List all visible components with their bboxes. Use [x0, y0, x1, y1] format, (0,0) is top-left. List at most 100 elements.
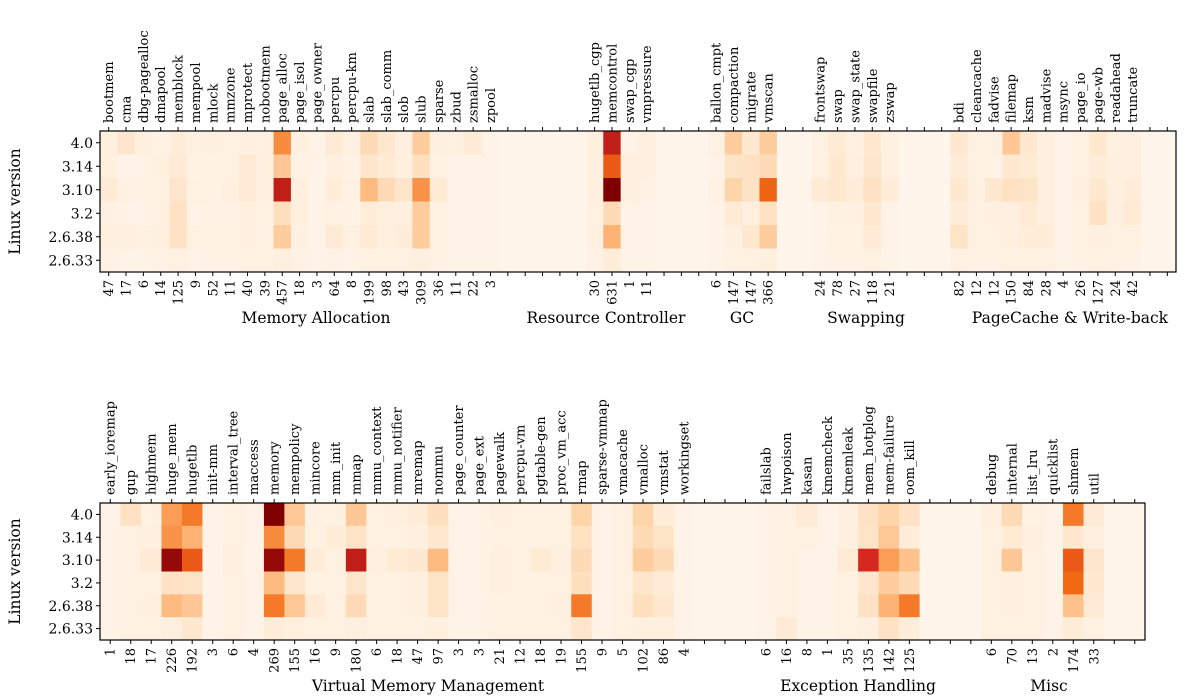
heatmap-cell — [916, 131, 934, 155]
heatmap-cell — [161, 503, 182, 526]
heatmap-cell — [264, 503, 285, 526]
category-label: migrate — [744, 71, 759, 123]
heatmap-cell — [794, 178, 812, 202]
heatmap-cell — [499, 202, 517, 226]
total-label: 82 — [953, 280, 968, 297]
heatmap-cell — [447, 131, 465, 155]
heatmap-cell — [735, 594, 756, 617]
heatmap-cell — [308, 202, 326, 226]
heatmap-cell — [1002, 572, 1023, 595]
heatmap-cell — [360, 202, 378, 226]
heatmap-cell — [1002, 526, 1023, 549]
heatmap-cell — [777, 202, 795, 226]
heatmap-cell — [612, 572, 633, 595]
heatmap-cell — [817, 572, 838, 595]
heatmap-cell — [187, 249, 205, 273]
category-label: percpu-km — [345, 52, 360, 123]
heatmap-cell — [586, 249, 604, 273]
heatmap-cell — [308, 178, 326, 202]
heatmap-cell — [447, 178, 465, 202]
heatmap-cell — [1002, 225, 1020, 249]
category-label: nommu — [432, 446, 447, 495]
heatmap-cell — [638, 131, 656, 155]
heatmap-cell — [182, 572, 203, 595]
heatmap-cell — [673, 249, 691, 273]
category-label: vmpressure — [640, 45, 655, 124]
heatmap-cell — [530, 594, 551, 617]
heatmap-cell — [653, 594, 674, 617]
total-label: 9 — [596, 648, 611, 656]
heatmap-cell — [1125, 617, 1146, 640]
heatmap-cell — [812, 131, 830, 155]
total-label: 64 — [328, 280, 343, 297]
heatmap-cell — [612, 526, 633, 549]
heatmap-cell — [100, 202, 118, 226]
total-label: 135 — [862, 648, 877, 673]
total-label: 4 — [1057, 280, 1072, 288]
heatmap-cell — [430, 178, 448, 202]
heatmap-cell — [707, 225, 725, 249]
heatmap-cell — [135, 155, 153, 179]
heatmap-cell — [284, 617, 305, 640]
category-label: dmapool — [154, 66, 169, 123]
heatmap-cell — [756, 617, 777, 640]
total-label: 6 — [227, 648, 242, 656]
category-label: page_ext — [473, 435, 488, 495]
heatmap-cell — [621, 202, 639, 226]
heatmap-cell — [412, 249, 430, 273]
heatmap-cell — [1072, 249, 1090, 273]
heatmap-cell — [182, 594, 203, 617]
heatmap-cell — [603, 202, 621, 226]
category-label: mmap — [350, 454, 365, 495]
heatmap-cell — [864, 178, 882, 202]
heatmap-cell — [707, 178, 725, 202]
heatmap-cell — [366, 572, 387, 595]
heatmap-cell — [169, 202, 187, 226]
heatmap-cell — [489, 503, 510, 526]
heatmap-cell — [1125, 549, 1146, 572]
heatmap-cell — [325, 572, 346, 595]
heatmap-cell — [239, 202, 257, 226]
heatmap-cell — [169, 249, 187, 273]
heatmap-cell — [829, 131, 847, 155]
heatmap-cell — [202, 526, 223, 549]
heatmap-cell — [858, 594, 879, 617]
total-label: 21 — [883, 280, 898, 297]
heatmap-cell — [1002, 549, 1023, 572]
heatmap-cell — [586, 225, 604, 249]
heatmap-cell — [920, 617, 941, 640]
heatmap-cell — [899, 503, 920, 526]
heatmap-cell — [448, 549, 469, 572]
heatmap-cell — [1159, 202, 1177, 226]
heatmap-cell — [274, 225, 292, 249]
heatmap-cell — [1063, 549, 1084, 572]
heatmap-cell — [204, 131, 222, 155]
heatmap-cell — [981, 572, 1002, 595]
heatmap-cell — [1055, 225, 1073, 249]
heatmap-cell — [204, 225, 222, 249]
heatmap-cell — [343, 178, 361, 202]
heatmap-cell — [407, 503, 428, 526]
heatmap-cell — [898, 131, 916, 155]
heatmap-cell — [715, 549, 736, 572]
heatmap-cell — [1072, 202, 1090, 226]
heatmap-cell — [1124, 249, 1142, 273]
heatmap-cell — [1125, 594, 1146, 617]
heatmap-cell — [221, 202, 239, 226]
heatmap-cell — [448, 526, 469, 549]
heatmap-cell — [308, 225, 326, 249]
heatmap-cell — [674, 617, 695, 640]
category-label: mem_hotplog — [862, 406, 877, 495]
heatmap-cell — [182, 617, 203, 640]
heatmap-cell — [1002, 155, 1020, 179]
total-label: 102 — [637, 648, 652, 673]
heatmap-cell — [735, 526, 756, 549]
heatmap-cell — [569, 202, 587, 226]
heatmap-cell — [612, 549, 633, 572]
heatmap-cell — [571, 526, 592, 549]
heatmap-cell — [187, 178, 205, 202]
heatmap-cell — [510, 594, 531, 617]
heatmap-cell — [638, 225, 656, 249]
heatmap-cell — [879, 572, 900, 595]
category-label: hwpoison — [780, 432, 795, 495]
